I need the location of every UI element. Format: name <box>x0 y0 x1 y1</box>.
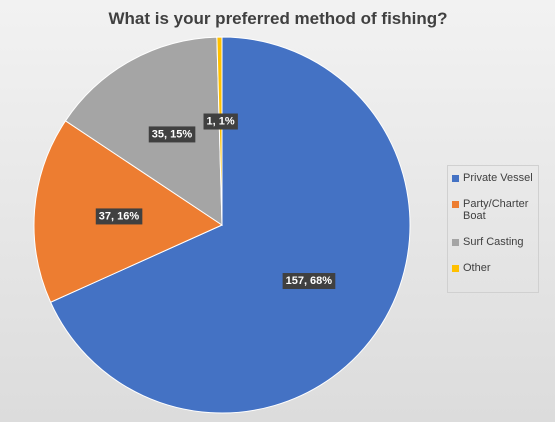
legend-swatch <box>452 239 459 246</box>
legend-label: Surf Casting <box>463 236 524 248</box>
data-label-box <box>203 113 238 130</box>
legend-label: Party/Charter Boat <box>463 198 529 222</box>
legend-swatch <box>452 265 459 272</box>
legend-swatch <box>452 201 459 208</box>
data-label-box <box>95 208 143 225</box>
legend: Private Vessel Party/Charter Boat Surf Cas… <box>447 165 539 293</box>
data-label: 157, 68% <box>286 275 333 287</box>
data-label-box <box>282 273 336 290</box>
data-label: 35, 15% <box>152 128 193 140</box>
legend-item: Private Vessel <box>452 172 534 184</box>
legend-item: Surf Casting <box>452 236 534 248</box>
chart-title: What is your preferred method of fishing… <box>108 9 447 28</box>
legend-swatch <box>452 175 459 182</box>
legend-item: Party/Charter Boat <box>452 198 534 222</box>
pie-slice <box>216 36 223 226</box>
legend-label: Other <box>463 262 491 274</box>
data-label: 1, 1% <box>207 116 235 128</box>
pie-slice <box>49 36 411 414</box>
legend-label: Private Vessel <box>463 172 533 184</box>
data-label-box <box>148 126 196 143</box>
data-label: 37, 16% <box>99 210 140 222</box>
pie-slice <box>64 36 223 226</box>
legend-item: Other <box>452 262 534 274</box>
